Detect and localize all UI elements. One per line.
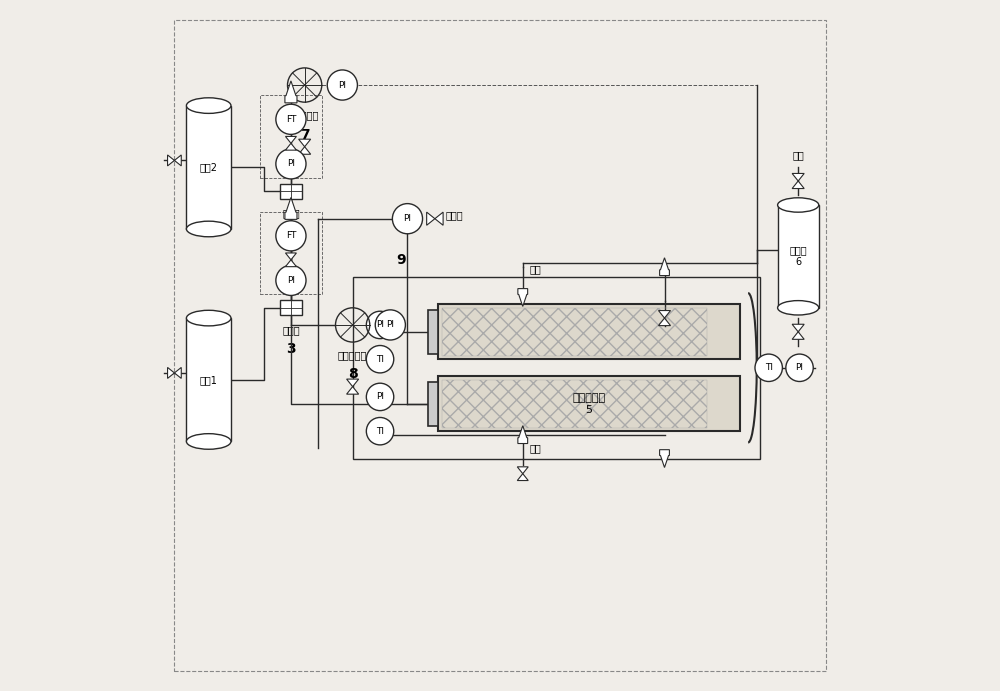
- Circle shape: [755, 354, 782, 381]
- Circle shape: [276, 220, 306, 251]
- Polygon shape: [660, 450, 669, 468]
- Polygon shape: [347, 379, 359, 387]
- Text: PI: PI: [403, 214, 411, 223]
- Text: 原料1: 原料1: [200, 375, 218, 385]
- Polygon shape: [285, 260, 296, 267]
- Polygon shape: [347, 387, 359, 394]
- Circle shape: [276, 149, 306, 179]
- Circle shape: [392, 204, 423, 234]
- Text: 3: 3: [286, 342, 296, 356]
- Polygon shape: [427, 212, 435, 225]
- Bar: [353, 277, 760, 459]
- Circle shape: [327, 70, 357, 100]
- Text: 原料2: 原料2: [200, 162, 218, 172]
- Polygon shape: [285, 143, 296, 150]
- Text: 背压阀: 背压阀: [445, 210, 463, 220]
- Polygon shape: [517, 473, 528, 480]
- Text: 4: 4: [286, 225, 296, 240]
- Bar: [442, 380, 707, 428]
- Text: 放空: 放空: [792, 151, 804, 160]
- Ellipse shape: [778, 301, 819, 315]
- Text: 计量泵: 计量泵: [282, 325, 300, 335]
- Polygon shape: [174, 368, 181, 379]
- Circle shape: [786, 354, 813, 381]
- Polygon shape: [792, 173, 804, 181]
- Bar: [428, 382, 438, 426]
- Polygon shape: [792, 332, 804, 339]
- Circle shape: [375, 310, 405, 340]
- Polygon shape: [517, 467, 528, 473]
- Bar: [186, 318, 231, 442]
- Text: PI: PI: [376, 321, 384, 330]
- Text: TI: TI: [765, 363, 773, 372]
- Polygon shape: [518, 426, 528, 444]
- Text: 接收罐
6: 接收罐 6: [789, 245, 807, 267]
- Ellipse shape: [778, 198, 819, 212]
- Polygon shape: [285, 253, 296, 260]
- Ellipse shape: [186, 310, 231, 326]
- Bar: [438, 377, 740, 431]
- Polygon shape: [660, 258, 669, 276]
- Ellipse shape: [186, 98, 231, 113]
- Text: PI: PI: [376, 392, 384, 401]
- Bar: [442, 307, 707, 356]
- Polygon shape: [168, 155, 174, 166]
- Ellipse shape: [186, 434, 231, 449]
- Bar: [260, 212, 322, 294]
- Bar: [280, 301, 302, 315]
- Bar: [428, 310, 438, 354]
- Ellipse shape: [186, 221, 231, 237]
- Bar: [186, 106, 231, 229]
- Text: 阻尼缓冲器: 阻尼缓冲器: [338, 350, 367, 360]
- Text: FT: FT: [286, 231, 296, 240]
- Circle shape: [276, 265, 306, 296]
- Text: 计量泵: 计量泵: [282, 209, 300, 218]
- Polygon shape: [285, 81, 297, 103]
- Polygon shape: [168, 368, 174, 379]
- Polygon shape: [174, 155, 181, 166]
- Polygon shape: [299, 146, 311, 154]
- Bar: [280, 184, 302, 199]
- Circle shape: [276, 104, 306, 134]
- Text: 8: 8: [348, 368, 358, 381]
- Circle shape: [366, 346, 394, 373]
- Text: TI: TI: [376, 354, 384, 363]
- Text: PI: PI: [386, 321, 394, 330]
- Text: 9: 9: [396, 253, 405, 267]
- Polygon shape: [299, 139, 311, 146]
- Text: PI: PI: [287, 276, 295, 285]
- Bar: [438, 304, 740, 359]
- Bar: [260, 95, 322, 178]
- Polygon shape: [658, 310, 671, 318]
- Text: TI: TI: [376, 426, 384, 436]
- Polygon shape: [792, 181, 804, 189]
- Text: PI: PI: [796, 363, 804, 372]
- Text: 热水: 热水: [530, 444, 541, 453]
- Text: 热水: 热水: [530, 264, 541, 274]
- Bar: [778, 205, 819, 307]
- Circle shape: [366, 384, 394, 410]
- Polygon shape: [435, 212, 443, 225]
- Polygon shape: [285, 198, 297, 219]
- Text: 7: 7: [300, 128, 309, 142]
- Circle shape: [366, 311, 394, 339]
- Polygon shape: [792, 324, 804, 332]
- Text: PI: PI: [287, 160, 295, 169]
- Polygon shape: [658, 318, 671, 325]
- Text: FT: FT: [286, 115, 296, 124]
- Circle shape: [366, 417, 394, 445]
- Polygon shape: [285, 136, 296, 143]
- Text: 管式反应器
5: 管式反应器 5: [573, 393, 606, 415]
- Text: PI: PI: [338, 81, 346, 90]
- Polygon shape: [518, 289, 528, 306]
- Text: 阻尼缓冲器: 阻尼缓冲器: [290, 111, 319, 120]
